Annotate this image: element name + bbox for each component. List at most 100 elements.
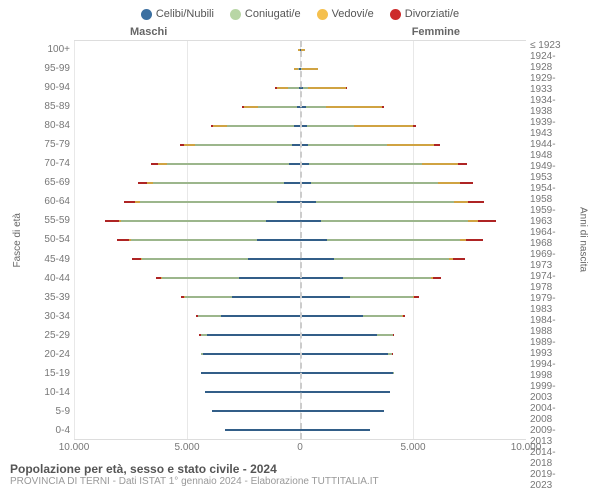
seg-ved <box>302 68 318 70</box>
seg-con <box>227 125 295 127</box>
seg-div <box>434 144 440 146</box>
male-half <box>74 353 300 355</box>
pyramid-row <box>74 193 526 212</box>
year-label: 2019-2023 <box>530 469 576 491</box>
pyramid-row <box>74 117 526 136</box>
x-tick: 10.000 <box>511 442 542 453</box>
seg-ved <box>387 144 434 146</box>
seg-cel <box>299 68 300 70</box>
seg-cel <box>300 277 343 279</box>
legend-label: Divorziati/e <box>405 8 459 20</box>
legend-item: Divorziati/e <box>390 8 459 20</box>
seg-con <box>311 182 438 184</box>
seg-cel <box>294 125 300 127</box>
age-label: 0-4 <box>24 421 70 440</box>
female-half <box>300 201 526 203</box>
female-half <box>300 239 526 241</box>
chart-footer: Popolazione per età, sesso e stato civil… <box>10 462 590 487</box>
y-axis-right-ticks: ≤ 19231924-19281929-19331934-19381939-19… <box>526 40 576 440</box>
female-half <box>300 334 526 336</box>
seg-cel <box>232 296 300 298</box>
year-label: 1974-1978 <box>530 271 576 293</box>
pyramid-row <box>74 306 526 325</box>
year-label: 1964-1968 <box>530 227 576 249</box>
year-label: 1949-1953 <box>530 161 576 183</box>
age-label: 45-49 <box>24 250 70 269</box>
year-label: 1939-1943 <box>530 117 576 139</box>
header-male: Maschi <box>130 26 167 38</box>
male-half <box>74 258 300 260</box>
male-half <box>74 49 300 51</box>
seg-cel <box>300 182 311 184</box>
male-half <box>74 372 300 374</box>
male-half <box>74 391 300 393</box>
age-label: 15-19 <box>24 364 70 383</box>
legend-label: Vedovi/e <box>332 8 374 20</box>
seg-con <box>198 315 221 317</box>
seg-cel <box>300 239 327 241</box>
age-label: 20-24 <box>24 345 70 364</box>
seg-con <box>153 182 284 184</box>
age-label: 60-64 <box>24 192 70 211</box>
male-half <box>74 182 300 184</box>
seg-div <box>460 182 472 184</box>
age-label: 65-69 <box>24 173 70 192</box>
seg-con <box>258 106 296 108</box>
legend-item: Celibi/Nubili <box>141 8 214 20</box>
seg-cel <box>300 296 350 298</box>
bars-area <box>74 40 526 440</box>
seg-ved <box>158 163 167 165</box>
seg-div <box>346 87 347 89</box>
seg-div <box>138 182 147 184</box>
seg-cel <box>225 429 300 431</box>
pyramid-row <box>74 41 526 60</box>
seg-div <box>466 239 483 241</box>
chart-title: Popolazione per età, sesso e stato civil… <box>10 462 590 476</box>
male-half <box>74 296 300 298</box>
female-half <box>300 49 526 51</box>
seg-ved <box>244 106 259 108</box>
seg-div <box>413 125 416 127</box>
seg-cel <box>266 220 300 222</box>
seg-cel <box>212 410 300 412</box>
year-label: 1979-1983 <box>530 293 576 315</box>
seg-con <box>142 258 248 260</box>
seg-cel <box>257 239 300 241</box>
female-half <box>300 182 526 184</box>
age-label: 80-84 <box>24 116 70 135</box>
male-half <box>74 315 300 317</box>
seg-cel <box>300 163 309 165</box>
year-label: 1944-1948 <box>530 139 576 161</box>
pyramid-row <box>74 382 526 401</box>
age-label: 90-94 <box>24 78 70 97</box>
pyramid-row <box>74 401 526 420</box>
legend-swatch <box>230 9 241 20</box>
y-axis-left-ticks: 100+95-9990-9485-8980-8475-7970-7465-696… <box>24 40 74 440</box>
seg-con <box>309 163 422 165</box>
seg-cel <box>248 258 300 260</box>
x-tick: 5.000 <box>174 442 199 453</box>
male-half <box>74 201 300 203</box>
age-label: 5-9 <box>24 402 70 421</box>
female-half <box>300 220 526 222</box>
y-axis-left-label: Fasce di età <box>10 40 24 440</box>
seg-cel <box>239 277 300 279</box>
seg-con <box>377 334 393 336</box>
seg-con <box>201 334 208 336</box>
legend: Celibi/NubiliConiugati/eVedovi/eDivorzia… <box>10 8 590 20</box>
pyramid-row <box>74 155 526 174</box>
age-label: 50-54 <box>24 230 70 249</box>
seg-cel <box>300 68 301 70</box>
seg-div <box>433 277 441 279</box>
seg-cel <box>203 353 300 355</box>
seg-cel <box>300 372 393 374</box>
female-half <box>300 391 526 393</box>
pyramid-row <box>74 287 526 306</box>
seg-con <box>185 296 232 298</box>
seg-con <box>321 220 468 222</box>
year-label: 1959-1963 <box>530 205 576 227</box>
male-half <box>74 334 300 336</box>
seg-cel <box>300 144 308 146</box>
seg-con <box>140 201 278 203</box>
age-label: 95-99 <box>24 59 70 78</box>
